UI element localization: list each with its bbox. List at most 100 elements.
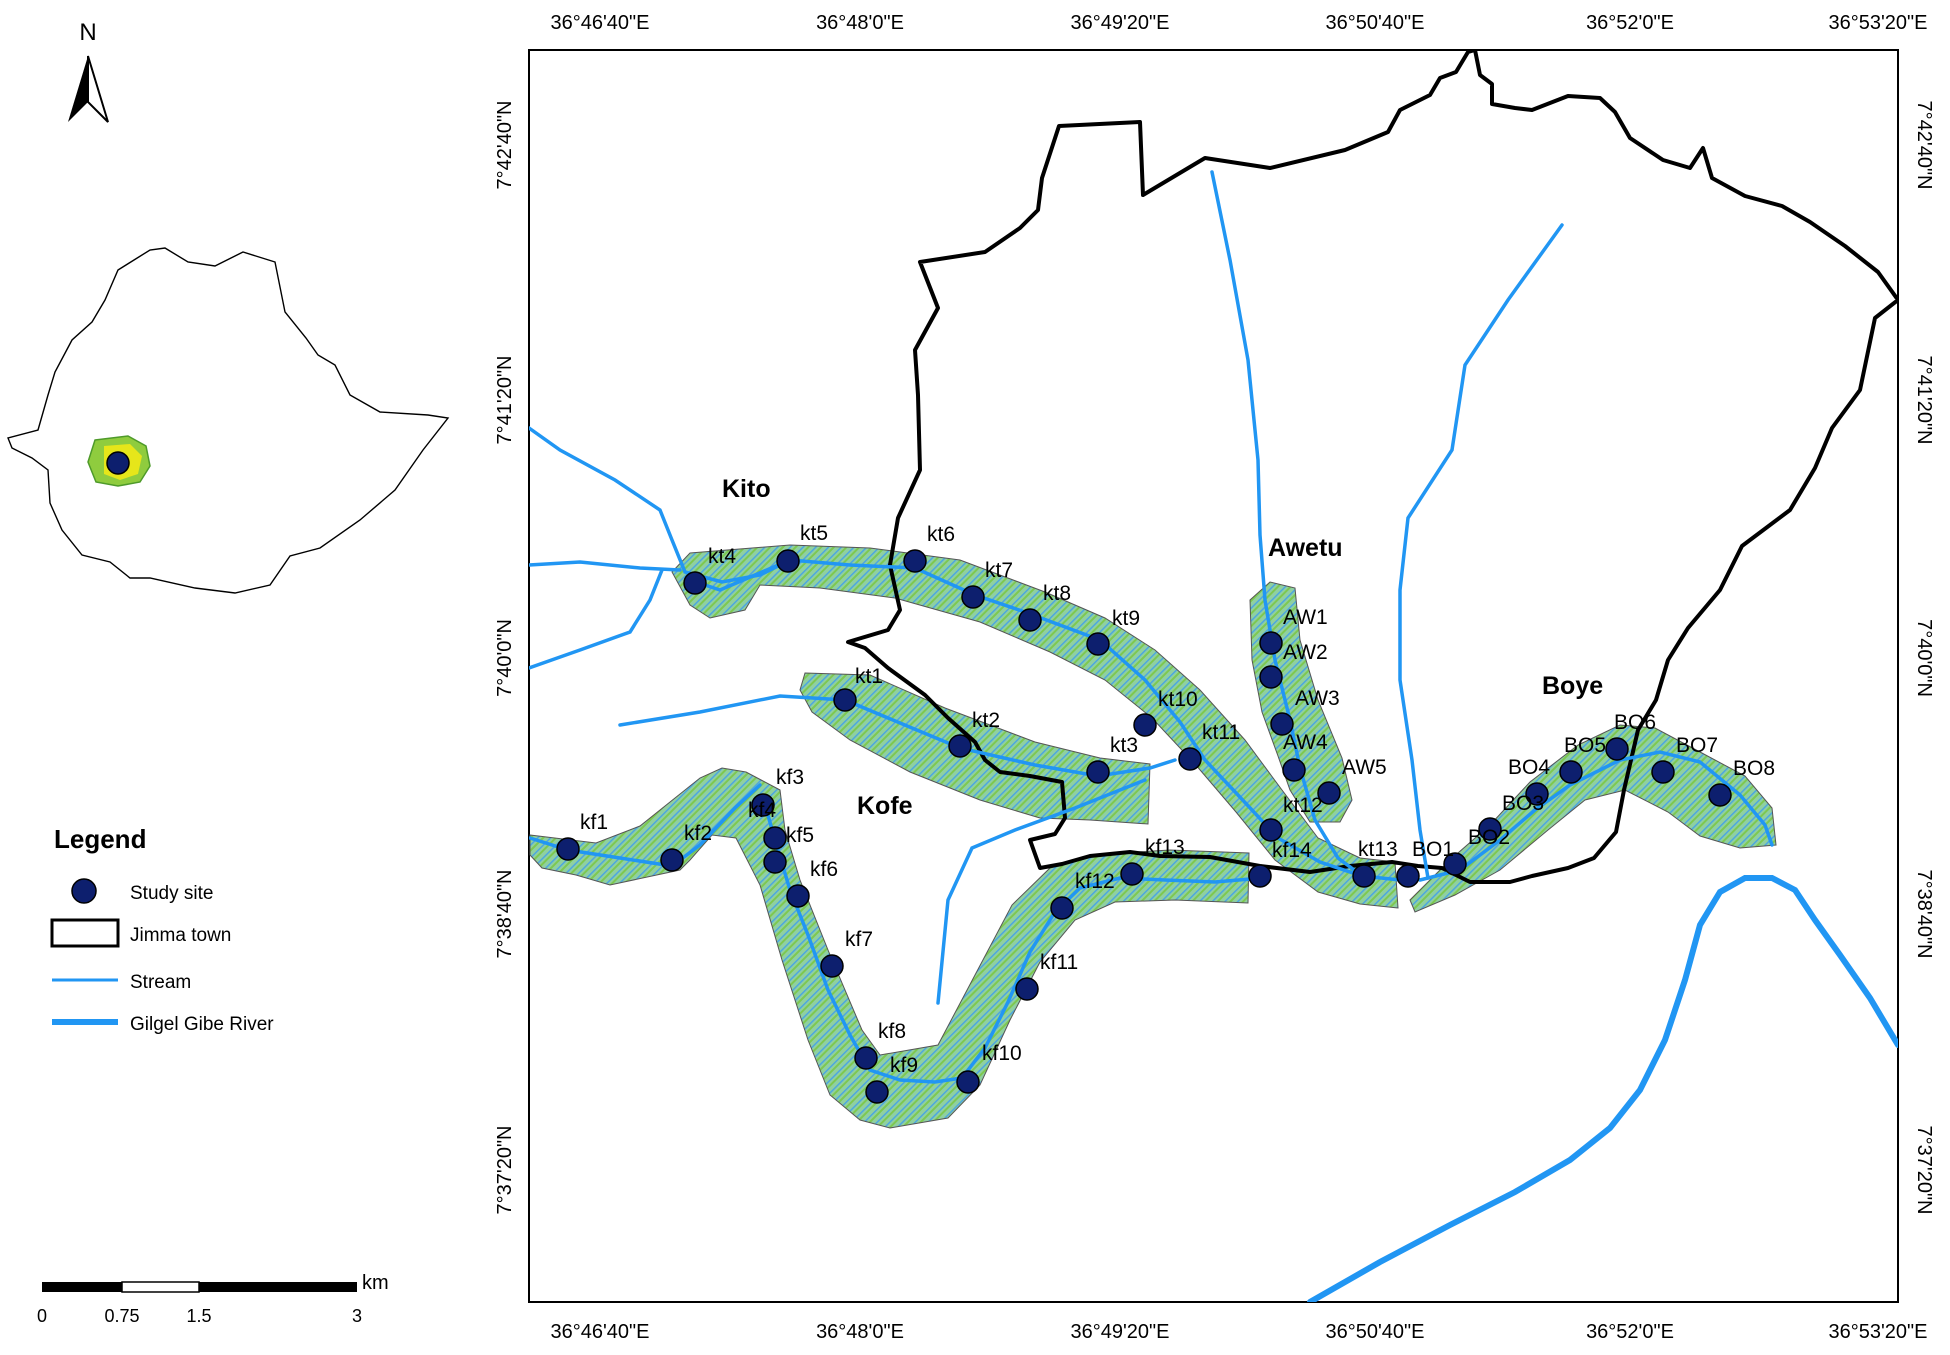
label-kt11: kt11	[1202, 721, 1240, 744]
site-BO7	[1651, 760, 1675, 784]
label-kt4: kt4	[708, 545, 736, 568]
left-tick-3: 7°38'40"N	[494, 870, 516, 959]
stream-kofe-south	[936, 778, 1147, 1005]
bottom-tick-1: 36°48'0"E	[816, 1321, 904, 1343]
top-tick-0: 36°46'40"E	[551, 12, 650, 34]
site-AW1	[1259, 631, 1283, 655]
site-BO5	[1559, 760, 1583, 784]
label-kt2: kt2	[972, 709, 1000, 732]
site-kf13	[1120, 862, 1144, 886]
label-kt5: kt5	[800, 522, 828, 545]
ethiopia-outline	[7, 247, 450, 594]
label-kf9: kf9	[890, 1054, 918, 1077]
label-kf12: kf12	[1075, 870, 1115, 893]
study-sites	[556, 549, 1732, 1104]
site-kt6	[903, 549, 927, 573]
label-AW1: AW1	[1283, 606, 1328, 629]
site-kf3	[751, 793, 775, 817]
legend: Legend Study site Jimma town Stream Gilg…	[50, 824, 274, 1035]
label-BO3: BO3	[1502, 792, 1544, 815]
stream-kito-lower	[618, 694, 1177, 778]
label-BO5: BO5	[1564, 734, 1606, 757]
label-BO6: BO6	[1614, 711, 1656, 734]
right-tick-1: 7°41'20"N	[1913, 356, 1935, 445]
site-kf2	[660, 848, 684, 872]
label-kt13: kt13	[1358, 838, 1398, 861]
site-BO6	[1605, 737, 1629, 761]
label-kf4: kf4	[748, 799, 776, 822]
site-kf10	[956, 1070, 980, 1094]
scale-label-0: 0	[37, 1306, 47, 1326]
label-AW2: AW2	[1283, 641, 1328, 664]
legend-item-stream: Stream	[130, 972, 191, 993]
site-kt2	[948, 734, 972, 758]
site-kf6	[786, 884, 810, 908]
label-AW3: AW3	[1295, 687, 1340, 710]
label-kt1: kt1	[855, 665, 883, 688]
top-tick-4: 36°52'0"E	[1586, 12, 1674, 34]
top-tick-5: 36°53'20"E	[1829, 12, 1928, 34]
scale-bar: km 0 0.75 1.5 3	[37, 1272, 389, 1326]
jimma-town-outline	[846, 50, 1898, 884]
legend-jimma-town-symbol	[50, 918, 120, 948]
legend-item-study-site: Study site	[130, 883, 213, 904]
label-kt9: kt9	[1112, 607, 1140, 630]
site-AW3	[1270, 712, 1294, 736]
label-kf6: kf6	[810, 858, 838, 881]
label-kt12: kt12	[1283, 794, 1323, 817]
label-AW4: AW4	[1283, 731, 1328, 754]
bottom-tick-2: 36°49'20"E	[1071, 1321, 1170, 1343]
scale-label-0-75: 0.75	[104, 1306, 139, 1326]
site-kt4	[683, 571, 707, 595]
site-kt5	[776, 549, 800, 573]
site-BO2	[1443, 852, 1467, 876]
stream-west	[529, 560, 682, 572]
area-label-boye: Boye	[1542, 672, 1603, 700]
site-kf9	[865, 1080, 889, 1104]
site-AW5	[1317, 781, 1341, 805]
site-kf1	[556, 837, 580, 861]
stream-west-branch	[529, 568, 664, 670]
scale-unit: km	[362, 1272, 389, 1294]
legend-title: Legend	[54, 824, 146, 854]
buffer-kofe	[529, 767, 1250, 1129]
gilgel-gibe-river	[1307, 875, 1898, 1302]
left-tick-1: 7°41'20"N	[494, 356, 516, 445]
label-BO8: BO8	[1733, 757, 1775, 780]
bottom-tick-0: 36°46'40"E	[551, 1321, 650, 1343]
site-kt10	[1133, 713, 1157, 737]
site-kf4	[763, 826, 787, 850]
site-kt13	[1352, 864, 1376, 888]
label-kt6: kt6	[927, 523, 955, 546]
label-kf14: kf14	[1272, 839, 1312, 862]
area-label-kito: Kito	[722, 475, 771, 503]
legend-item-jimma-town: Jimma town	[130, 925, 231, 946]
site-kt1	[833, 688, 857, 712]
site-kf5	[763, 850, 787, 874]
label-kt7: kt7	[985, 559, 1013, 582]
site-kt3	[1086, 760, 1110, 784]
right-tick-0: 7°42'40"N	[1913, 101, 1935, 190]
bottom-tick-labels: 36°46'40"E 36°48'0"E 36°49'20"E 36°50'40…	[551, 1321, 1928, 1343]
site-kf12	[1050, 896, 1074, 920]
label-BO7: BO7	[1676, 734, 1718, 757]
label-kt8: kt8	[1043, 582, 1071, 605]
site-AW4	[1282, 758, 1306, 782]
label-kf5: kf5	[786, 824, 814, 847]
site-kt12	[1259, 818, 1283, 842]
label-kf10: kf10	[982, 1042, 1022, 1065]
label-kt3: kt3	[1110, 734, 1138, 757]
top-tick-3: 36°50'40"E	[1326, 12, 1425, 34]
legend-study-site-symbol	[71, 878, 97, 904]
map-frame	[528, 49, 1899, 1303]
map-content: kt1 kt2 kt3 kt4 kt5 kt6 kt7 kt8 kt9 kt10…	[529, 50, 1898, 1302]
left-tick-4: 7°37'20"N	[494, 1126, 516, 1215]
stream-east	[1398, 223, 1564, 880]
inset-study-site-marker	[106, 451, 130, 475]
label-kf3: kf3	[776, 766, 804, 789]
site-kt7	[961, 585, 985, 609]
north-arrow-icon	[68, 56, 88, 122]
area-labels: Kito Kofe Awetu Boye	[722, 475, 1603, 820]
left-tick-2: 7°40'0"N	[494, 619, 516, 697]
